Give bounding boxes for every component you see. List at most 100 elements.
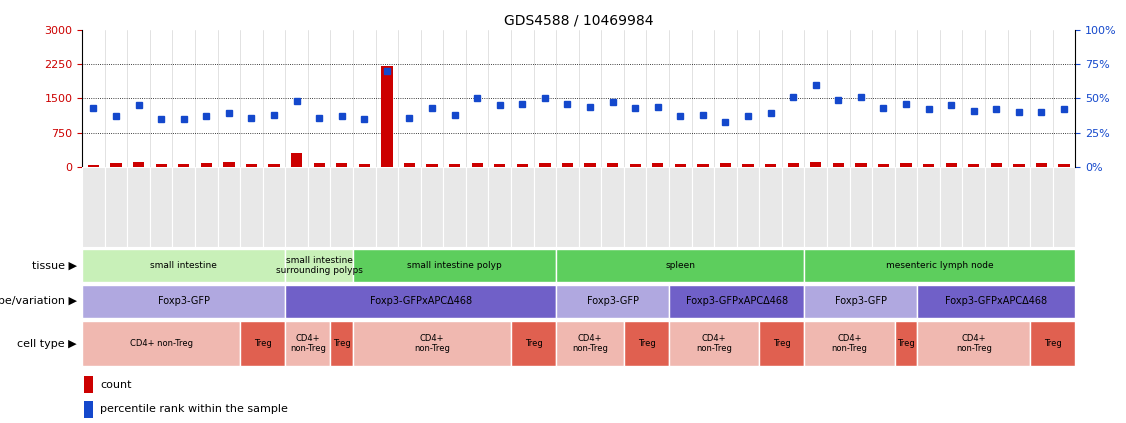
FancyBboxPatch shape	[127, 167, 150, 247]
FancyBboxPatch shape	[82, 321, 240, 366]
Bar	[720, 163, 731, 167]
FancyBboxPatch shape	[714, 167, 736, 247]
Bar	[1058, 164, 1070, 167]
FancyBboxPatch shape	[579, 167, 601, 247]
Bar	[674, 165, 686, 167]
Text: CD4+
non-Treg: CD4+ non-Treg	[414, 334, 450, 353]
FancyBboxPatch shape	[646, 167, 669, 247]
FancyBboxPatch shape	[1030, 167, 1053, 247]
Bar	[810, 162, 821, 167]
Bar	[584, 163, 596, 167]
FancyBboxPatch shape	[331, 321, 354, 366]
Title: GDS4588 / 10469984: GDS4588 / 10469984	[504, 13, 653, 27]
Text: CD4+
non-Treg: CD4+ non-Treg	[696, 334, 732, 353]
Bar	[133, 162, 144, 167]
Text: Foxp3-GFP: Foxp3-GFP	[587, 297, 638, 306]
FancyBboxPatch shape	[285, 285, 556, 318]
FancyBboxPatch shape	[804, 167, 826, 247]
Bar	[787, 163, 798, 167]
FancyBboxPatch shape	[759, 321, 804, 366]
FancyBboxPatch shape	[82, 285, 285, 318]
FancyBboxPatch shape	[285, 249, 354, 282]
Text: percentile rank within the sample: percentile rank within the sample	[100, 404, 288, 414]
Text: Treg: Treg	[525, 339, 543, 348]
Bar	[291, 154, 302, 167]
FancyBboxPatch shape	[354, 249, 556, 282]
Bar	[245, 165, 257, 167]
FancyBboxPatch shape	[534, 167, 556, 247]
FancyBboxPatch shape	[895, 321, 918, 366]
Bar	[84, 376, 93, 393]
FancyBboxPatch shape	[331, 167, 354, 247]
FancyBboxPatch shape	[556, 285, 669, 318]
FancyBboxPatch shape	[826, 167, 850, 247]
Bar	[607, 162, 618, 167]
Text: CD4+
non-Treg: CD4+ non-Treg	[956, 334, 992, 353]
Bar	[946, 163, 957, 167]
FancyBboxPatch shape	[963, 167, 985, 247]
Bar	[652, 163, 663, 167]
Text: CD4+ non-Treg: CD4+ non-Treg	[129, 339, 193, 348]
FancyBboxPatch shape	[489, 167, 511, 247]
Bar	[494, 165, 506, 167]
FancyBboxPatch shape	[466, 167, 489, 247]
Text: small intestine
surrounding polyps: small intestine surrounding polyps	[276, 256, 363, 275]
FancyBboxPatch shape	[172, 167, 195, 247]
Bar	[110, 162, 122, 167]
Bar	[878, 164, 890, 167]
Bar	[562, 163, 573, 167]
FancyBboxPatch shape	[850, 167, 873, 247]
FancyBboxPatch shape	[82, 167, 105, 247]
FancyBboxPatch shape	[421, 167, 444, 247]
FancyBboxPatch shape	[354, 321, 511, 366]
Bar	[155, 165, 167, 167]
Text: CD4+
non-Treg: CD4+ non-Treg	[291, 334, 325, 353]
FancyBboxPatch shape	[285, 167, 307, 247]
Text: cell type ▶: cell type ▶	[17, 339, 77, 349]
Text: spleen: spleen	[665, 261, 696, 270]
FancyBboxPatch shape	[918, 321, 1030, 366]
FancyBboxPatch shape	[262, 167, 285, 247]
Bar	[472, 163, 483, 167]
FancyBboxPatch shape	[804, 285, 918, 318]
FancyBboxPatch shape	[444, 167, 466, 247]
Bar	[765, 164, 776, 167]
FancyBboxPatch shape	[511, 321, 556, 366]
FancyBboxPatch shape	[669, 167, 691, 247]
Bar	[1036, 163, 1047, 167]
FancyBboxPatch shape	[511, 167, 534, 247]
FancyBboxPatch shape	[895, 167, 918, 247]
Text: genotype/variation ▶: genotype/variation ▶	[0, 297, 77, 306]
Bar	[178, 164, 189, 167]
Text: CD4+
non-Treg: CD4+ non-Treg	[832, 334, 867, 353]
FancyBboxPatch shape	[556, 249, 804, 282]
Bar	[359, 164, 370, 167]
FancyBboxPatch shape	[285, 321, 331, 366]
Bar	[991, 163, 1002, 167]
FancyBboxPatch shape	[781, 167, 804, 247]
Text: Treg: Treg	[897, 339, 915, 348]
FancyBboxPatch shape	[556, 167, 579, 247]
FancyBboxPatch shape	[150, 167, 172, 247]
FancyBboxPatch shape	[354, 167, 376, 247]
FancyBboxPatch shape	[556, 321, 624, 366]
Text: Foxp3-GFPxAPCΔ468: Foxp3-GFPxAPCΔ468	[945, 297, 1047, 306]
Bar	[968, 164, 980, 167]
Text: CD4+
non-Treg: CD4+ non-Treg	[572, 334, 608, 353]
Text: small intestine polyp: small intestine polyp	[408, 261, 502, 270]
FancyBboxPatch shape	[240, 167, 262, 247]
FancyBboxPatch shape	[624, 167, 646, 247]
FancyBboxPatch shape	[1030, 321, 1075, 366]
Bar	[88, 165, 99, 167]
FancyBboxPatch shape	[804, 321, 895, 366]
Bar	[697, 164, 708, 167]
Text: tissue ▶: tissue ▶	[32, 261, 77, 270]
Bar	[742, 165, 753, 167]
Text: Treg: Treg	[253, 339, 271, 348]
FancyBboxPatch shape	[399, 167, 421, 247]
Bar	[833, 163, 844, 167]
Bar	[856, 163, 867, 167]
FancyBboxPatch shape	[624, 321, 669, 366]
Bar	[517, 164, 528, 167]
FancyBboxPatch shape	[759, 167, 781, 247]
